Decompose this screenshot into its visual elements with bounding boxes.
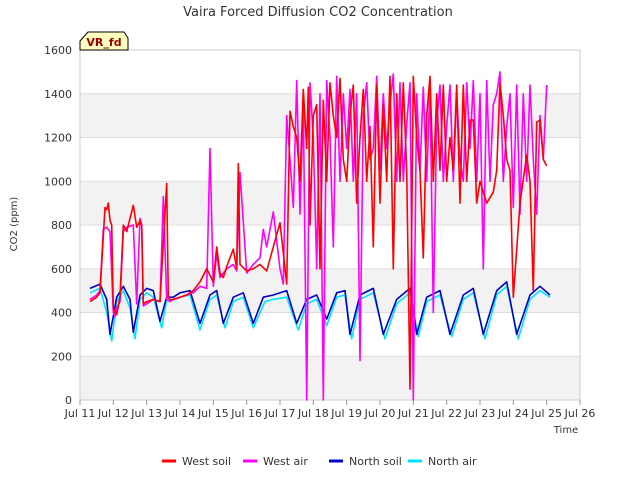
x-tick-label: Jul 12 bbox=[97, 407, 129, 420]
series-line-north-air bbox=[89, 285, 551, 342]
legend-label: North soil bbox=[349, 455, 402, 468]
series-lines bbox=[89, 71, 551, 401]
chart-title: Vaira Forced Diffusion CO2 Concentration bbox=[183, 5, 453, 20]
x-tick-label: Jul 19 bbox=[330, 407, 362, 420]
x-axis-label: Time bbox=[553, 425, 578, 436]
y-tick-label: 1400 bbox=[44, 88, 72, 101]
plot-border bbox=[79, 49, 581, 401]
legend-label: West air bbox=[263, 455, 308, 468]
y-tick-label: 1200 bbox=[44, 132, 72, 145]
x-tick-label: Jul 15 bbox=[197, 407, 229, 420]
x-tick-label: Jul 25 bbox=[530, 407, 562, 420]
x-tick-label: Jul 26 bbox=[564, 407, 596, 420]
x-tick-label: Jul 16 bbox=[230, 407, 262, 420]
y-tick-label: 1600 bbox=[44, 44, 72, 57]
y-tick-label: 200 bbox=[51, 350, 72, 363]
x-tick-label: Jul 13 bbox=[130, 407, 162, 420]
x-tick-label: Jul 21 bbox=[397, 407, 429, 420]
badge-label: VR_fd bbox=[86, 36, 121, 49]
y-tick-label: 1000 bbox=[44, 175, 72, 188]
y-tick-label: 0 bbox=[65, 394, 72, 407]
x-tick-label: Jul 11 bbox=[64, 407, 96, 420]
grid-band bbox=[80, 356, 580, 400]
y-tick-label: 400 bbox=[51, 307, 72, 320]
badge-background bbox=[79, 31, 129, 51]
x-tick-label: Jul 23 bbox=[464, 407, 496, 420]
series-line-north-soil bbox=[89, 281, 551, 336]
legend-label: West soil bbox=[182, 455, 231, 468]
y-axis-label: CO2 (ppm) bbox=[9, 197, 20, 252]
series-line-west-soil bbox=[89, 75, 548, 390]
legend-label: North air bbox=[428, 455, 477, 468]
x-tick-label: Jul 17 bbox=[264, 407, 296, 420]
y-tick-label: 800 bbox=[51, 219, 72, 232]
x-tick-label: Jul 24 bbox=[497, 407, 529, 420]
y-tick-label: 600 bbox=[51, 263, 72, 276]
x-tick-label: Jul 20 bbox=[364, 407, 396, 420]
grid-band bbox=[80, 181, 580, 225]
x-tick-label: Jul 14 bbox=[164, 407, 196, 420]
x-tick-label: Jul 22 bbox=[430, 407, 462, 420]
site-badge: VR_fd bbox=[79, 31, 129, 51]
x-tick-label: Jul 18 bbox=[297, 407, 329, 420]
legend: West soil West air North soil North air bbox=[162, 455, 477, 468]
